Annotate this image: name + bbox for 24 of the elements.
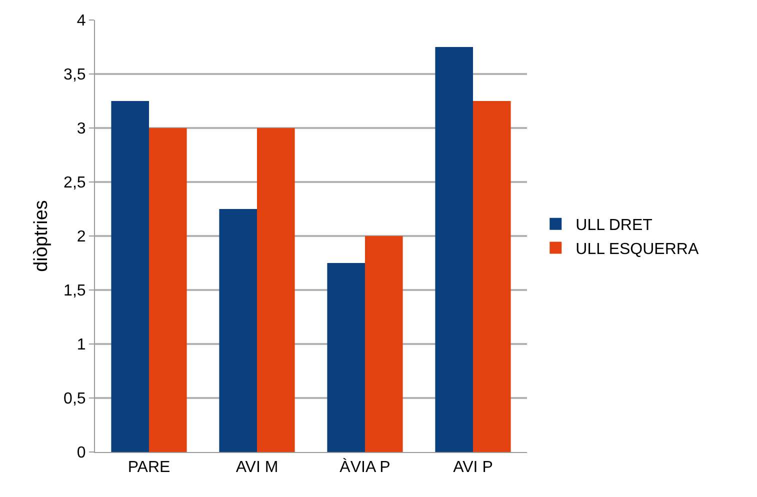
y-tick-label: 2,5 bbox=[64, 174, 86, 192]
y-tick-label: 1,5 bbox=[64, 282, 86, 300]
x-tick-label: ÀVIA P bbox=[340, 458, 390, 476]
bar bbox=[219, 209, 257, 452]
bar bbox=[111, 101, 149, 452]
y-tick-label: 2 bbox=[76, 228, 86, 246]
y-tick-label: 3,5 bbox=[64, 66, 86, 84]
legend-label: ULL ESQUERRA bbox=[576, 240, 699, 258]
y-tick-label: 0,5 bbox=[64, 390, 86, 408]
y-tick-label: 1 bbox=[76, 336, 86, 354]
y-axis-title: diòptries bbox=[31, 200, 52, 272]
bar bbox=[473, 101, 511, 452]
x-tick-label: AVI P bbox=[453, 459, 493, 476]
y-tick-label: 0 bbox=[76, 444, 86, 462]
y-tick-label: 4 bbox=[76, 12, 86, 30]
bar bbox=[257, 128, 295, 452]
x-tick-label: AVI M bbox=[236, 459, 278, 476]
y-tick-label: 3 bbox=[76, 120, 86, 138]
x-tick-label: PARE bbox=[128, 459, 170, 476]
legend-label: ULL DRET bbox=[576, 217, 653, 234]
bar bbox=[435, 47, 473, 452]
bar bbox=[149, 128, 187, 452]
bar bbox=[365, 236, 403, 452]
bar bbox=[327, 263, 365, 452]
